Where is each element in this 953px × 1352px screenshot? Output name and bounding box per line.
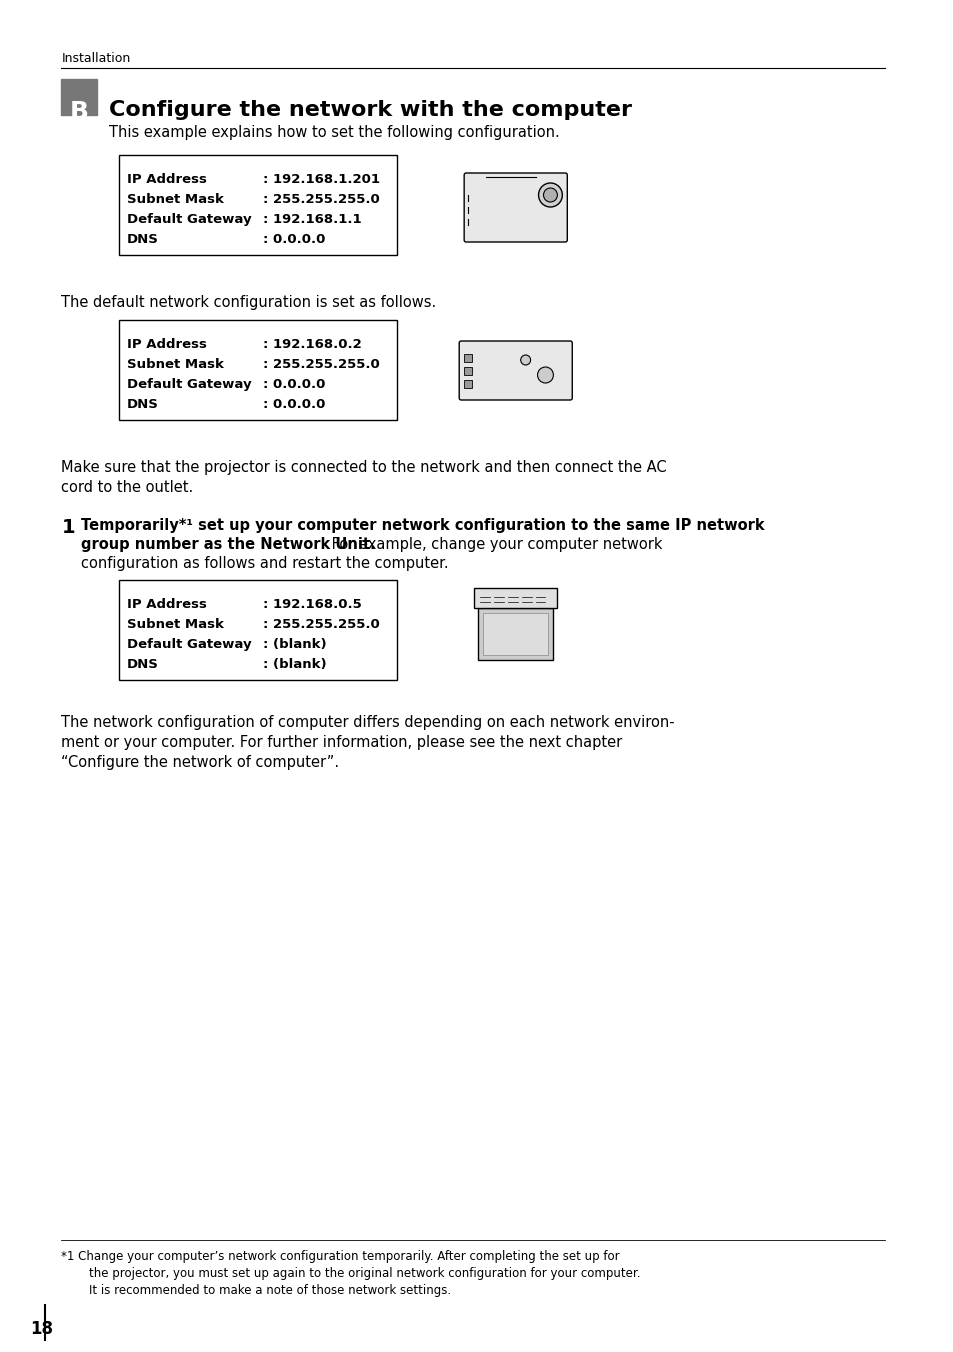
Text: Configure the network with the computer: Configure the network with the computer [109, 100, 632, 120]
Text: : 192.168.1.1: : 192.168.1.1 [262, 214, 361, 226]
Text: Subnet Mask: Subnet Mask [127, 193, 224, 206]
Text: Subnet Mask: Subnet Mask [127, 618, 224, 631]
Bar [464, 354, 472, 362]
Text: IP Address: IP Address [127, 598, 207, 611]
Text: This example explains how to set the following configuration.: This example explains how to set the fol… [109, 124, 559, 141]
Text: Subnet Mask: Subnet Mask [127, 358, 224, 370]
Text: Default Gateway: Default Gateway [127, 379, 252, 391]
Circle shape [537, 366, 553, 383]
Text: : 192.168.0.2: : 192.168.0.2 [262, 338, 361, 352]
FancyBboxPatch shape [474, 588, 557, 608]
Text: *1 Change your computer’s network configuration temporarily. After completing th: *1 Change your computer’s network config… [61, 1251, 619, 1263]
Bar [464, 380, 472, 388]
Circle shape [543, 188, 557, 201]
Bar [119, 155, 396, 256]
FancyBboxPatch shape [477, 608, 553, 660]
Text: : 0.0.0.0: : 0.0.0.0 [262, 397, 325, 411]
Text: : 0.0.0.0: : 0.0.0.0 [262, 233, 325, 246]
FancyBboxPatch shape [61, 78, 97, 115]
Text: For example, change your computer network: For example, change your computer networ… [327, 537, 662, 552]
Text: Default Gateway: Default Gateway [127, 638, 252, 652]
Bar [119, 320, 396, 420]
Text: : 192.168.1.201: : 192.168.1.201 [262, 173, 379, 187]
Text: : 255.255.255.0: : 255.255.255.0 [262, 358, 379, 370]
Text: 1: 1 [61, 518, 75, 537]
Text: the projector, you must set up again to the original network configuration for y: the projector, you must set up again to … [74, 1267, 640, 1280]
Circle shape [520, 356, 530, 365]
Text: IP Address: IP Address [127, 338, 207, 352]
Text: The network configuration of computer differs depending on each network environ-: The network configuration of computer di… [61, 715, 675, 730]
Text: Installation: Installation [61, 51, 131, 65]
Text: DNS: DNS [127, 397, 158, 411]
Text: Make sure that the projector is connected to the network and then connect the AC: Make sure that the projector is connecte… [61, 460, 666, 475]
Text: configuration as follows and restart the computer.: configuration as follows and restart the… [81, 556, 449, 571]
Text: : 255.255.255.0: : 255.255.255.0 [262, 193, 379, 206]
Text: It is recommended to make a note of those network settings.: It is recommended to make a note of thos… [74, 1284, 451, 1297]
Text: B: B [70, 100, 89, 124]
Text: : (blank): : (blank) [262, 658, 326, 671]
FancyBboxPatch shape [458, 341, 572, 400]
Text: : 0.0.0.0: : 0.0.0.0 [262, 379, 325, 391]
Text: “Configure the network of computer”.: “Configure the network of computer”. [61, 754, 339, 771]
Bar [119, 580, 396, 680]
FancyBboxPatch shape [464, 173, 567, 242]
Circle shape [538, 183, 561, 207]
Text: 18: 18 [30, 1320, 52, 1338]
Bar [464, 366, 472, 375]
Text: group number as the Network Unit.: group number as the Network Unit. [81, 537, 375, 552]
Text: : 255.255.255.0: : 255.255.255.0 [262, 618, 379, 631]
Text: : (blank): : (blank) [262, 638, 326, 652]
Bar [482, 612, 548, 654]
Text: ment or your computer. For further information, please see the next chapter: ment or your computer. For further infor… [61, 735, 622, 750]
Text: DNS: DNS [127, 233, 158, 246]
Text: : 192.168.0.5: : 192.168.0.5 [262, 598, 361, 611]
Text: Temporarily*¹ set up your computer network configuration to the same IP network: Temporarily*¹ set up your computer netwo… [81, 518, 764, 533]
Text: Default Gateway: Default Gateway [127, 214, 252, 226]
Text: The default network configuration is set as follows.: The default network configuration is set… [61, 295, 436, 310]
Text: DNS: DNS [127, 658, 158, 671]
Text: IP Address: IP Address [127, 173, 207, 187]
Text: cord to the outlet.: cord to the outlet. [61, 480, 193, 495]
